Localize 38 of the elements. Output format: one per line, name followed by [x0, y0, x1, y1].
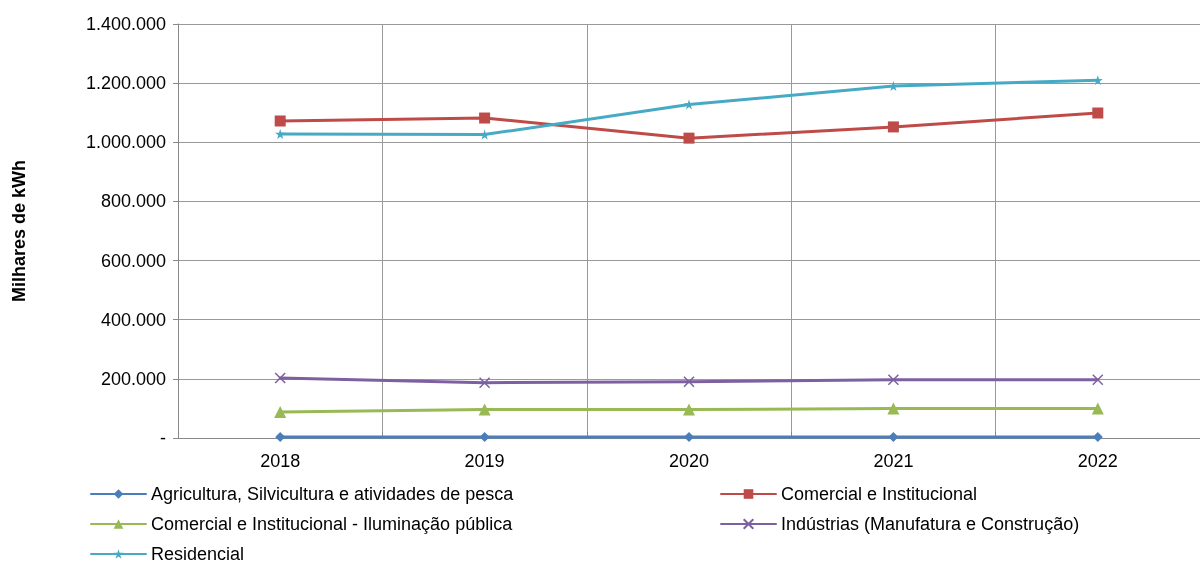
point	[479, 112, 491, 124]
point	[888, 432, 899, 443]
point	[478, 403, 491, 416]
legend-label: Comercial e Institucional	[781, 484, 978, 504]
point	[274, 115, 286, 127]
x-tick-label: 2020	[668, 451, 710, 471]
point	[887, 121, 899, 133]
x-tick-label: 2019	[464, 451, 505, 471]
y-tick-label: 600.000	[100, 250, 166, 271]
legend-label: Indústrias (Manufatura e Construção)	[781, 514, 1080, 534]
point	[1091, 402, 1104, 415]
y-tick-label: 800.000	[100, 191, 166, 212]
point	[887, 402, 900, 415]
x-tick-label: 2018	[260, 451, 301, 471]
point	[274, 405, 287, 418]
point	[683, 376, 695, 388]
y-tick-label: 1.200.000	[85, 73, 166, 94]
point	[274, 372, 286, 384]
point	[887, 373, 900, 386]
point	[479, 432, 490, 443]
y-axis-title: Milhares de kWh	[9, 159, 29, 303]
point	[478, 376, 491, 389]
legend-label: Agricultura, Silvicultura e atividades de pesca	[151, 484, 515, 504]
point	[1092, 373, 1104, 386]
y-tick-label: 200.000	[100, 368, 166, 389]
x-tick-label: 2022	[1077, 451, 1118, 471]
point	[683, 132, 695, 144]
y-tick-label: -	[160, 428, 166, 448]
point	[1092, 107, 1104, 119]
point	[683, 403, 695, 416]
point	[275, 129, 286, 140]
y-tick-label: 1.400.000	[85, 14, 166, 34]
point	[684, 432, 694, 443]
y-tick-label: 400.000	[100, 309, 166, 330]
legend-label: Residencial	[151, 544, 245, 564]
legend-label: Comercial e Institucional - Iluminação pública	[151, 514, 514, 534]
x-tick-label: 2021	[873, 451, 914, 471]
y-tick-label: 1.000.000	[85, 132, 166, 153]
